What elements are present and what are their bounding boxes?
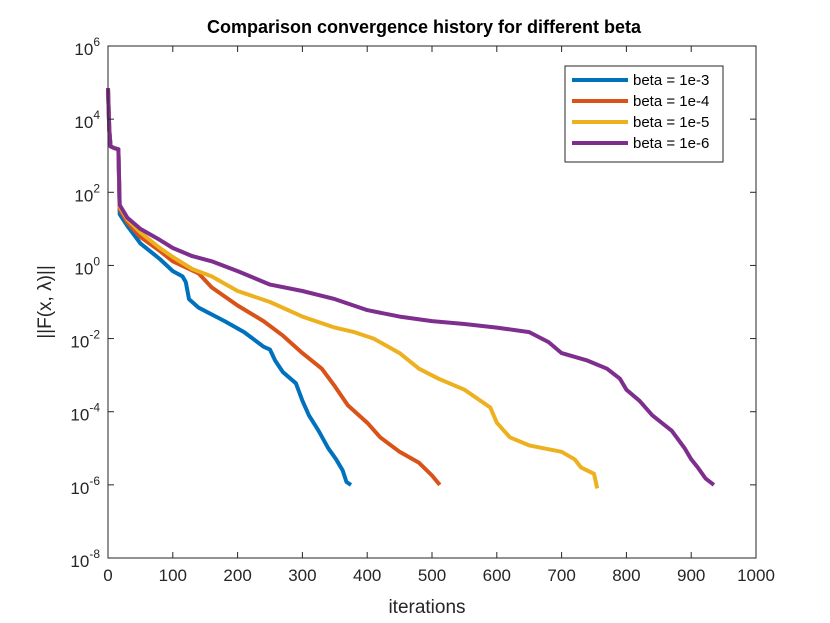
y-axis-label: ||F(x, λ)||	[35, 265, 56, 339]
x-axis-label: iterations	[388, 597, 465, 618]
x-tick-label: 500	[418, 566, 446, 585]
legend-label-1: beta = 1e-3	[633, 72, 709, 89]
x-tick-label: 300	[288, 566, 316, 585]
y-tick-label: 10-6	[70, 474, 100, 498]
x-tick-label: 900	[677, 566, 705, 585]
y-tick-label: 100	[74, 254, 100, 278]
x-tick-label: 400	[353, 566, 381, 585]
legend-label-4: beta = 1e-6	[633, 135, 709, 152]
x-tick-label: 800	[612, 566, 640, 585]
x-tick-label: 100	[159, 566, 187, 585]
y-tick-label: 10-2	[70, 328, 100, 352]
x-tick-label: 1000	[737, 566, 775, 585]
series-layer	[106, 88, 716, 489]
x-axis: 0 100 200 300 400 500 600 700 800 900 1000	[103, 46, 775, 585]
legend-label-3: beta = 1e-5	[633, 114, 709, 131]
series-line-4	[106, 88, 716, 487]
y-tick-label: 10-8	[70, 547, 100, 571]
y-tick-label: 106	[74, 35, 100, 59]
y-axis: 10-8 10-6 10-4 10-2 100 102 104 106	[70, 35, 756, 571]
x-tick-label: 200	[223, 566, 251, 585]
x-tick-label: 600	[483, 566, 511, 585]
x-tick-label: 0	[103, 566, 112, 585]
y-tick-label: 104	[74, 108, 100, 132]
chart-title: Comparison convergence history for diffe…	[207, 17, 642, 37]
legend: beta = 1e-3 beta = 1e-4 beta = 1e-5 beta = …	[564, 65, 724, 163]
y-tick-label: 102	[74, 181, 100, 205]
legend-label-2: beta = 1e-4	[633, 93, 709, 110]
y-tick-label: 10-4	[70, 401, 100, 425]
x-tick-label: 700	[547, 566, 575, 585]
